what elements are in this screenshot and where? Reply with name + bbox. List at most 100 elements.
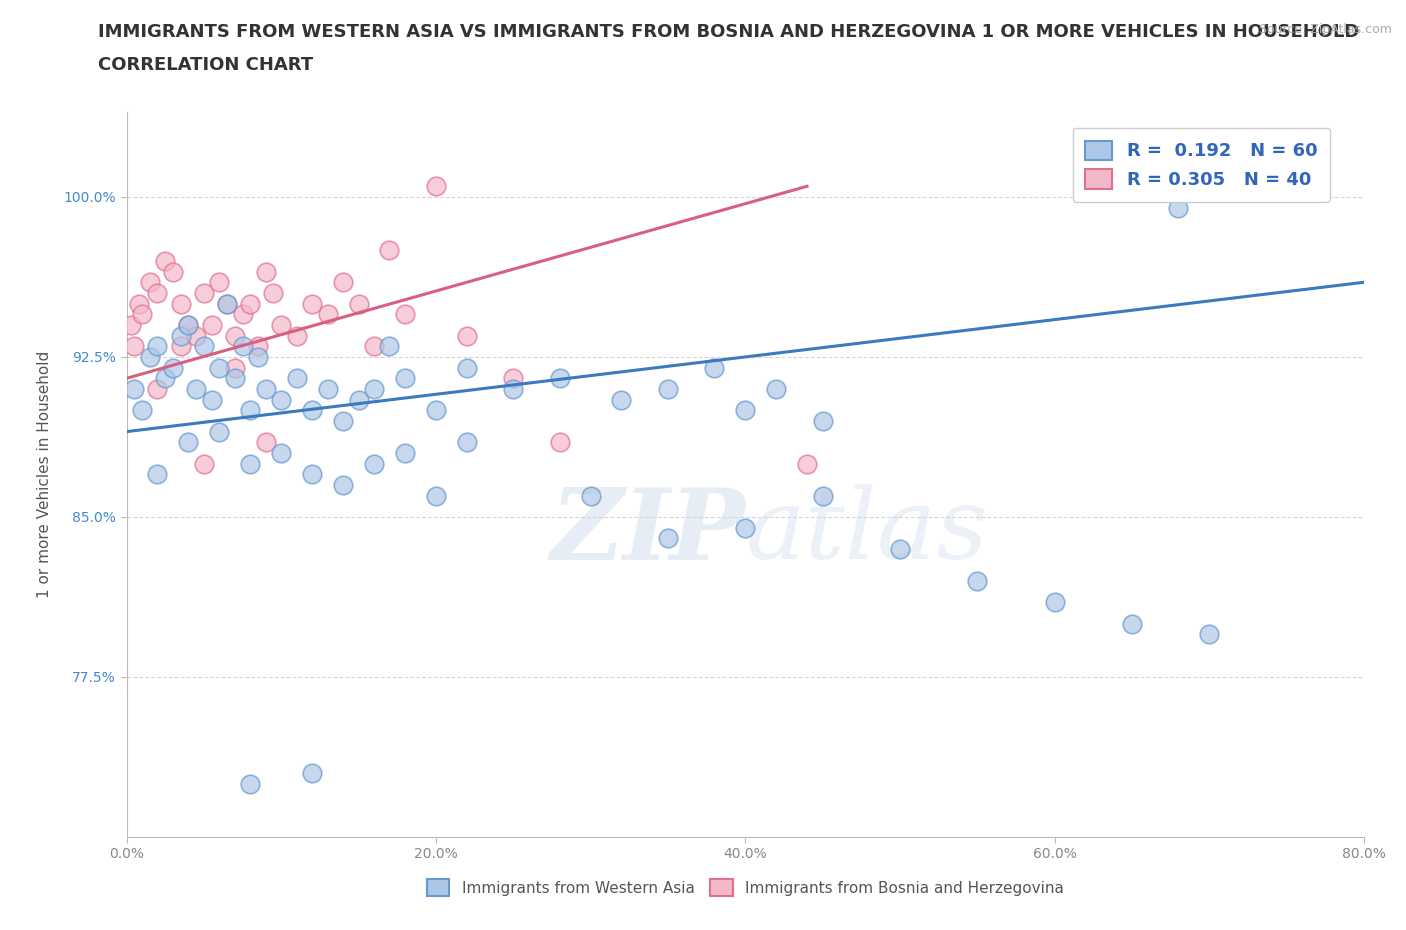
Point (224, 328, 246, 343)
Point (146, 467, 169, 482)
Point (456, 328, 478, 343)
Point (239, 777, 262, 791)
Point (301, 403, 323, 418)
Point (124, 339, 146, 353)
Point (231, 307, 254, 322)
Text: atlas: atlas (745, 485, 988, 580)
Point (394, 445, 416, 460)
Point (548, 371, 571, 386)
Point (332, 275, 354, 290)
Point (811, 414, 834, 429)
Point (703, 360, 725, 375)
Point (239, 403, 262, 418)
Point (162, 264, 184, 279)
Point (270, 445, 292, 460)
Point (301, 765, 323, 780)
Text: ZIP: ZIP (550, 485, 745, 580)
Point (301, 467, 323, 482)
Text: CORRELATION CHART: CORRELATION CHART (98, 56, 314, 73)
Point (201, 317, 224, 332)
Point (193, 457, 215, 472)
Point (456, 435, 478, 450)
Point (146, 286, 169, 300)
Point (208, 360, 231, 375)
Point (177, 317, 200, 332)
Point (347, 392, 370, 407)
Point (254, 435, 277, 450)
Point (177, 435, 200, 450)
Point (254, 381, 277, 396)
Point (224, 360, 246, 375)
Point (162, 360, 184, 375)
Point (270, 317, 292, 332)
Point (363, 381, 385, 396)
Point (201, 392, 224, 407)
Point (378, 243, 401, 258)
Point (425, 488, 447, 503)
Point (186, 328, 208, 343)
Point (254, 264, 277, 279)
Point (262, 286, 284, 300)
Point (120, 317, 142, 332)
Text: IMMIGRANTS FROM WESTERN ASIA VS IMMIGRANTS FROM BOSNIA AND HERZEGOVINA 1 OR MORE: IMMIGRANTS FROM WESTERN ASIA VS IMMIGRAN… (98, 23, 1360, 41)
Point (138, 275, 162, 290)
Point (285, 371, 308, 386)
Point (169, 328, 191, 343)
Point (138, 350, 162, 365)
Point (456, 360, 478, 375)
Point (239, 296, 262, 311)
Legend: Immigrants from Western Asia, Immigrants from Bosnia and Herzegovina: Immigrants from Western Asia, Immigrants… (420, 873, 1070, 902)
Point (285, 328, 308, 343)
Point (193, 339, 215, 353)
Point (153, 254, 177, 269)
Point (146, 381, 169, 396)
Point (217, 296, 239, 311)
Point (208, 275, 231, 290)
Point (363, 339, 385, 353)
Point (579, 488, 602, 503)
Text: Source: ZipAtlas.com: Source: ZipAtlas.com (1258, 23, 1392, 36)
Point (153, 371, 177, 386)
Point (425, 403, 447, 418)
Point (394, 307, 416, 322)
Point (131, 403, 153, 418)
Point (610, 392, 633, 407)
Point (363, 457, 385, 472)
Point (217, 296, 239, 311)
Point (734, 520, 756, 535)
Point (224, 371, 246, 386)
Point (124, 381, 146, 396)
Point (247, 339, 270, 353)
Point (301, 296, 323, 311)
Point (332, 477, 354, 492)
Point (425, 179, 447, 193)
Point (332, 414, 354, 429)
Point (186, 381, 208, 396)
Point (1043, 595, 1066, 610)
Point (169, 339, 191, 353)
Point (146, 339, 169, 353)
Point (177, 317, 200, 332)
Point (378, 339, 401, 353)
Point (1198, 627, 1220, 642)
Point (394, 371, 416, 386)
Point (657, 531, 679, 546)
Point (316, 381, 339, 396)
Point (247, 350, 270, 365)
Point (889, 541, 911, 556)
Point (966, 574, 988, 589)
Point (1167, 200, 1189, 215)
Point (502, 371, 524, 386)
Point (811, 488, 834, 503)
Point (657, 381, 679, 396)
Point (270, 392, 292, 407)
Point (208, 424, 231, 439)
Point (128, 296, 150, 311)
Point (347, 296, 370, 311)
Point (239, 457, 262, 472)
Point (765, 381, 787, 396)
Point (548, 435, 571, 450)
Point (193, 286, 215, 300)
Point (734, 403, 756, 418)
Point (502, 381, 524, 396)
